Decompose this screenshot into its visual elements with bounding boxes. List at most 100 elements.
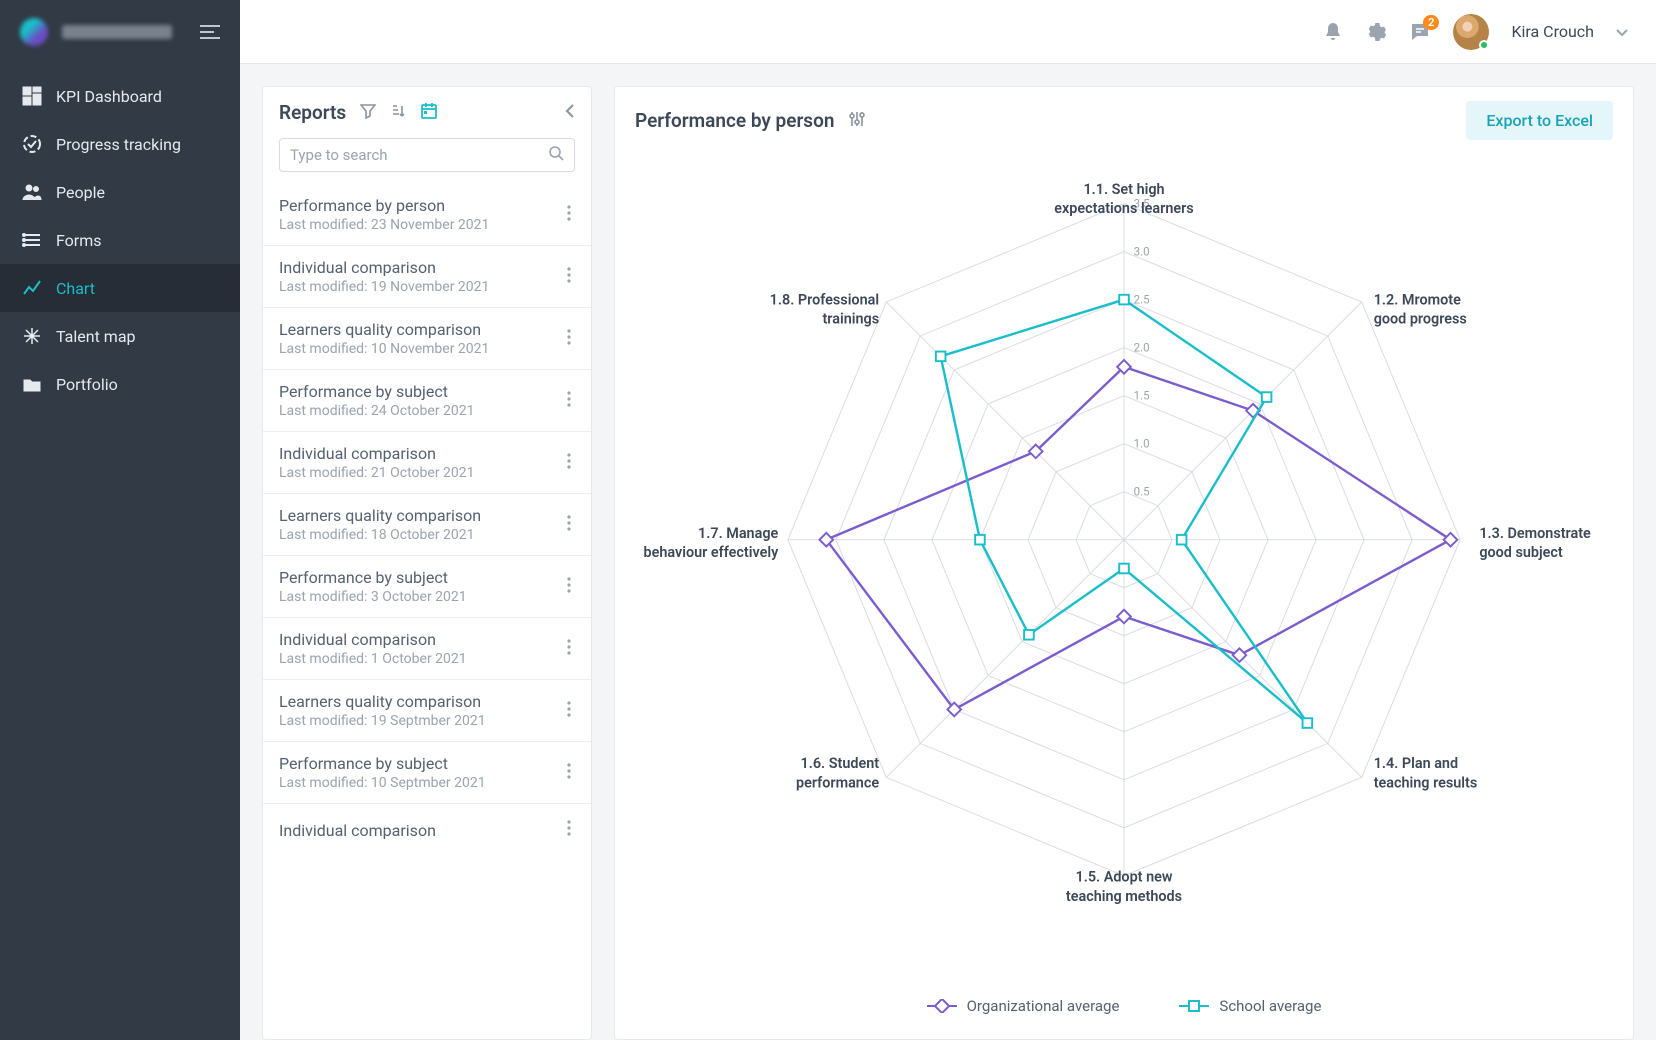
report-list[interactable]: Performance by personLast modified: 23 N…	[263, 184, 591, 1039]
search-icon	[548, 145, 564, 165]
avatar[interactable]	[1453, 14, 1489, 50]
more-icon[interactable]	[563, 387, 575, 415]
svg-text:1.8. Professional: 1.8. Professional	[770, 291, 879, 308]
report-subtitle: Last modified: 18 October 2021	[279, 527, 563, 543]
chart-title: Performance by person	[635, 109, 834, 132]
reports-panel: Reports	[262, 86, 592, 1040]
more-icon[interactable]	[563, 759, 575, 787]
bell-icon[interactable]	[1323, 21, 1343, 43]
user-menu-caret-icon[interactable]	[1616, 22, 1628, 41]
chart-header: Performance by person Export to Excel	[615, 87, 1633, 154]
report-item[interactable]: Performance by subjectLast modified: 3 O…	[263, 555, 591, 617]
radar-chart: 0.51.01.52.02.53.03.51.1. Set highexpect…	[615, 154, 1633, 983]
sliders-icon[interactable]	[848, 110, 866, 132]
nav-item-talent[interactable]: Talent map	[0, 312, 240, 360]
nav-label: Progress tracking	[56, 135, 181, 154]
nav-item-progress[interactable]: Progress tracking	[0, 120, 240, 168]
report-subtitle: Last modified: 23 November 2021	[279, 217, 563, 233]
svg-text:1.4. Plan and: 1.4. Plan and	[1374, 755, 1458, 772]
more-icon[interactable]	[563, 573, 575, 601]
calendar-icon[interactable]	[420, 102, 438, 124]
talent-icon	[22, 326, 42, 346]
svg-text:1.5: 1.5	[1134, 388, 1151, 402]
svg-text:1.7. Manage: 1.7. Manage	[698, 525, 778, 542]
legend: Organizational average School average	[615, 983, 1633, 1039]
reports-title: Reports	[279, 101, 346, 124]
user-name: Kira Crouch	[1511, 22, 1594, 41]
nav-item-people[interactable]: People	[0, 168, 240, 216]
search-input-wrap[interactable]	[279, 138, 575, 172]
chart-panel: Performance by person Export to Excel 0.…	[614, 86, 1634, 1040]
sort-icon[interactable]	[390, 103, 406, 123]
svg-text:1.3. Demonstrate: 1.3. Demonstrate	[1479, 525, 1591, 542]
collapse-panel-icon[interactable]	[565, 103, 575, 122]
report-item[interactable]: Learners quality comparisonLast modified…	[263, 307, 591, 369]
logo-icon	[20, 18, 48, 46]
logo-text	[62, 25, 172, 39]
search-input[interactable]	[290, 146, 548, 164]
svg-text:3.0: 3.0	[1134, 244, 1150, 258]
content: Reports	[240, 64, 1656, 1040]
svg-text:expectations learners: expectations learners	[1054, 200, 1193, 217]
more-icon[interactable]	[563, 325, 575, 353]
nav-label: Chart	[56, 279, 95, 298]
svg-text:trainings: trainings	[822, 311, 879, 328]
svg-text:behaviour effectively: behaviour effectively	[644, 544, 780, 561]
svg-text:1.5. Adopt new: 1.5. Adopt new	[1076, 869, 1173, 886]
nav-item-portfolio[interactable]: Portfolio	[0, 360, 240, 408]
topbar: 2 Kira Crouch	[240, 0, 1656, 64]
report-subtitle: Last modified: 19 Septmber 2021	[279, 713, 563, 729]
more-icon[interactable]	[563, 816, 575, 844]
chat-badge: 2	[1423, 15, 1439, 30]
report-title: Individual comparison	[279, 821, 563, 840]
nav-item-chart[interactable]: Chart	[0, 264, 240, 312]
report-item[interactable]: Individual comparisonLast modified: 21 O…	[263, 431, 591, 493]
report-item[interactable]: Performance by subjectLast modified: 10 …	[263, 741, 591, 803]
report-item[interactable]: Learners quality comparisonLast modified…	[263, 493, 591, 555]
nav-item-forms[interactable]: Forms	[0, 216, 240, 264]
filter-icon[interactable]	[360, 103, 376, 123]
portfolio-icon	[22, 374, 42, 394]
more-icon[interactable]	[563, 511, 575, 539]
legend-item: Organizational average	[927, 997, 1120, 1015]
forms-icon	[22, 230, 42, 250]
report-item[interactable]: Individual comparison Last modified: 19 N…	[263, 245, 591, 307]
chat-icon[interactable]: 2	[1409, 21, 1431, 43]
people-icon	[22, 182, 42, 202]
svg-text:teaching methods: teaching methods	[1066, 888, 1182, 905]
report-subtitle: Last modified: 21 October 2021	[279, 465, 563, 481]
report-item[interactable]: Individual comparisonLast modified: 1 Oc…	[263, 617, 591, 679]
report-item[interactable]: Individual comparison	[263, 803, 591, 856]
nav-item-dashboard[interactable]: KPI Dashboard	[0, 72, 240, 120]
chart-icon	[22, 278, 42, 298]
report-title: Learners quality comparison	[279, 692, 563, 711]
more-icon[interactable]	[563, 263, 575, 291]
report-subtitle: Last modified: 3 October 2021	[279, 589, 563, 605]
more-icon[interactable]	[563, 697, 575, 725]
more-icon[interactable]	[563, 635, 575, 663]
report-title: Performance by subject	[279, 382, 563, 401]
export-button[interactable]: Export to Excel	[1466, 101, 1613, 140]
svg-text:good progress: good progress	[1374, 311, 1467, 328]
svg-text:performance: performance	[796, 774, 879, 791]
gear-icon[interactable]	[1365, 21, 1387, 43]
report-subtitle: Last modified: 24 October 2021	[279, 403, 563, 419]
report-subtitle: Last modified: 19 November 2021	[279, 279, 563, 295]
report-title: Individual comparison	[279, 258, 563, 277]
more-icon[interactable]	[563, 449, 575, 477]
progress-icon	[22, 134, 42, 154]
report-item[interactable]: Performance by personLast modified: 23 N…	[263, 184, 591, 245]
more-icon[interactable]	[563, 201, 575, 229]
legend-label: Organizational average	[967, 997, 1120, 1015]
svg-text:0.5: 0.5	[1134, 485, 1151, 499]
nav-label: KPI Dashboard	[56, 87, 162, 106]
report-subtitle: Last modified: 10 November 2021	[279, 341, 563, 357]
legend-item: School average	[1179, 997, 1321, 1015]
svg-text:1.2. Mromote: 1.2. Mromote	[1374, 291, 1461, 308]
report-item[interactable]: Learners quality comparison Last modified…	[263, 679, 591, 741]
report-item[interactable]: Performance by subject Last modified: 24 …	[263, 369, 591, 431]
report-title: Performance by subject	[279, 754, 563, 773]
svg-text:1.1. Set high: 1.1. Set high	[1083, 181, 1164, 198]
sidebar-toggle-icon[interactable]	[200, 25, 220, 39]
report-subtitle: Last modified: 1 October 2021	[279, 651, 563, 667]
